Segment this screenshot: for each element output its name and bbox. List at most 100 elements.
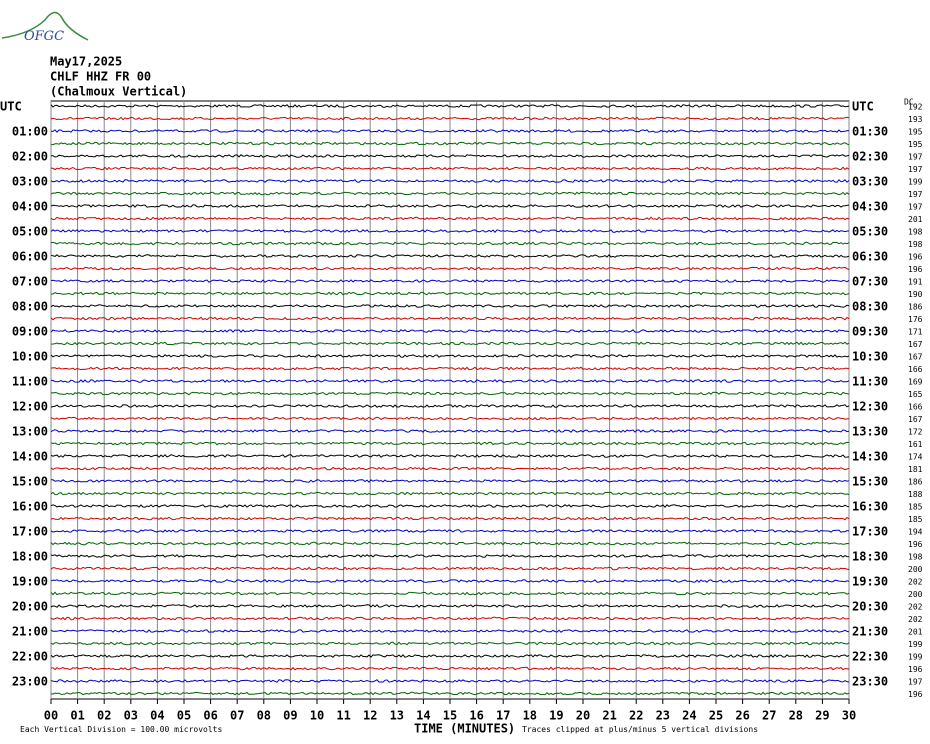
dc-label: DC [904,98,914,107]
right-time-label: 03:30 [852,175,888,189]
trace [51,479,850,483]
dc-value: 198 [908,553,923,562]
right-time-label: 18:30 [852,550,888,564]
logo: OFGC [1,11,89,44]
trace [50,441,850,446]
x-tick-label: 18 [523,709,537,723]
trace [50,254,850,258]
right-time-label: 14:30 [852,450,888,464]
left-time-label: 18:00 [12,550,48,564]
right-time-label: 20:30 [852,600,888,614]
dc-value: 197 [908,678,923,687]
x-tick-label: 11 [336,709,350,723]
left-time-label: 23:00 [12,675,48,689]
dc-value: 167 [908,340,923,349]
trace [50,629,850,633]
right-time-label: 01:30 [852,125,888,139]
dc-value: 202 [908,603,923,612]
trace [50,141,850,146]
trace [50,691,850,696]
trace [51,291,850,296]
right-time-label: 11:30 [852,375,888,389]
right-time-label: 05:30 [852,225,888,239]
trace [50,279,850,283]
x-tick-label: 05 [177,709,191,723]
x-tick-label: 14 [416,709,430,723]
trace [50,316,850,321]
right-time-label: 12:30 [852,400,888,414]
left-time-label: 13:00 [12,425,48,439]
x-tick-label: 00 [44,709,58,723]
trace [50,529,850,533]
left-time-label: 01:00 [12,125,48,139]
dc-value: 194 [908,528,923,537]
x-tick-label: 02 [97,709,111,723]
dc-value: 186 [908,303,923,312]
dc-value: 195 [908,128,923,137]
dc-value: 166 [908,403,923,412]
x-tick-label: 30 [842,709,856,723]
dc-value: 195 [908,140,923,149]
dc-value: 174 [908,453,923,462]
footer-clip: Traces clipped at plus/minus 5 vertical … [522,725,758,734]
x-tick-label: 03 [124,709,138,723]
dc-value: 190 [908,290,923,299]
trace [50,204,850,208]
dc-value: 200 [908,590,923,599]
left-time-label: 19:00 [12,575,48,589]
dc-value: 172 [908,428,923,437]
right-time-label: 22:30 [852,650,888,664]
left-time-label: 10:00 [12,350,48,364]
dc-value: 176 [908,315,923,324]
trace [50,504,850,508]
logo-text: OFGC [24,29,64,44]
x-tick-label: 27 [762,709,776,723]
trace [50,191,850,196]
dc-value: 167 [908,415,923,424]
x-tick-label: 10 [310,709,324,723]
x-tick-label: 25 [709,709,723,723]
trace [50,116,850,121]
right-time-label: 19:30 [852,575,888,589]
trace [50,641,850,646]
left-time-label: 15:00 [12,475,48,489]
right-time-label: 07:30 [852,275,888,289]
right-time-label: 10:30 [852,350,888,364]
dc-value: 167 [908,353,923,362]
right-time-label: 09:30 [852,325,888,339]
x-tick-label: 13 [390,709,404,723]
dc-value: 202 [908,578,923,587]
trace [50,579,850,583]
left-time-label: 14:00 [12,450,48,464]
trace [50,179,850,183]
right-time-label: 21:30 [852,625,888,639]
dc-value: 199 [908,653,923,662]
trace [50,266,850,271]
dc-value: 196 [908,253,923,262]
dc-value: 193 [908,115,923,124]
left-time-label: 16:00 [12,500,48,514]
x-tick-label: 04 [150,709,164,723]
left-time-label: 21:00 [12,625,48,639]
trace [50,491,850,496]
x-tick-label: 28 [789,709,803,723]
trace [50,666,850,671]
right-time-label: 04:30 [852,200,888,214]
x-tick-label: 23 [656,709,670,723]
left-time-label: 05:00 [12,225,48,239]
x-tick-label: 15 [443,709,457,723]
right-time-label: 06:30 [852,250,888,264]
dc-value: 198 [908,228,923,237]
dc-value: 201 [908,628,923,637]
x-tick-label: 17 [496,709,510,723]
component: (Chalmoux Vertical) [50,85,187,99]
left-time-label: 12:00 [12,400,48,414]
trace [50,391,850,396]
right-time-label: 15:30 [852,475,888,489]
dc-value: 197 [908,153,923,162]
x-tick-label: 21 [602,709,616,723]
trace [50,104,850,108]
x-tick-label: 24 [682,709,696,723]
x-tick-label: 12 [363,709,377,723]
